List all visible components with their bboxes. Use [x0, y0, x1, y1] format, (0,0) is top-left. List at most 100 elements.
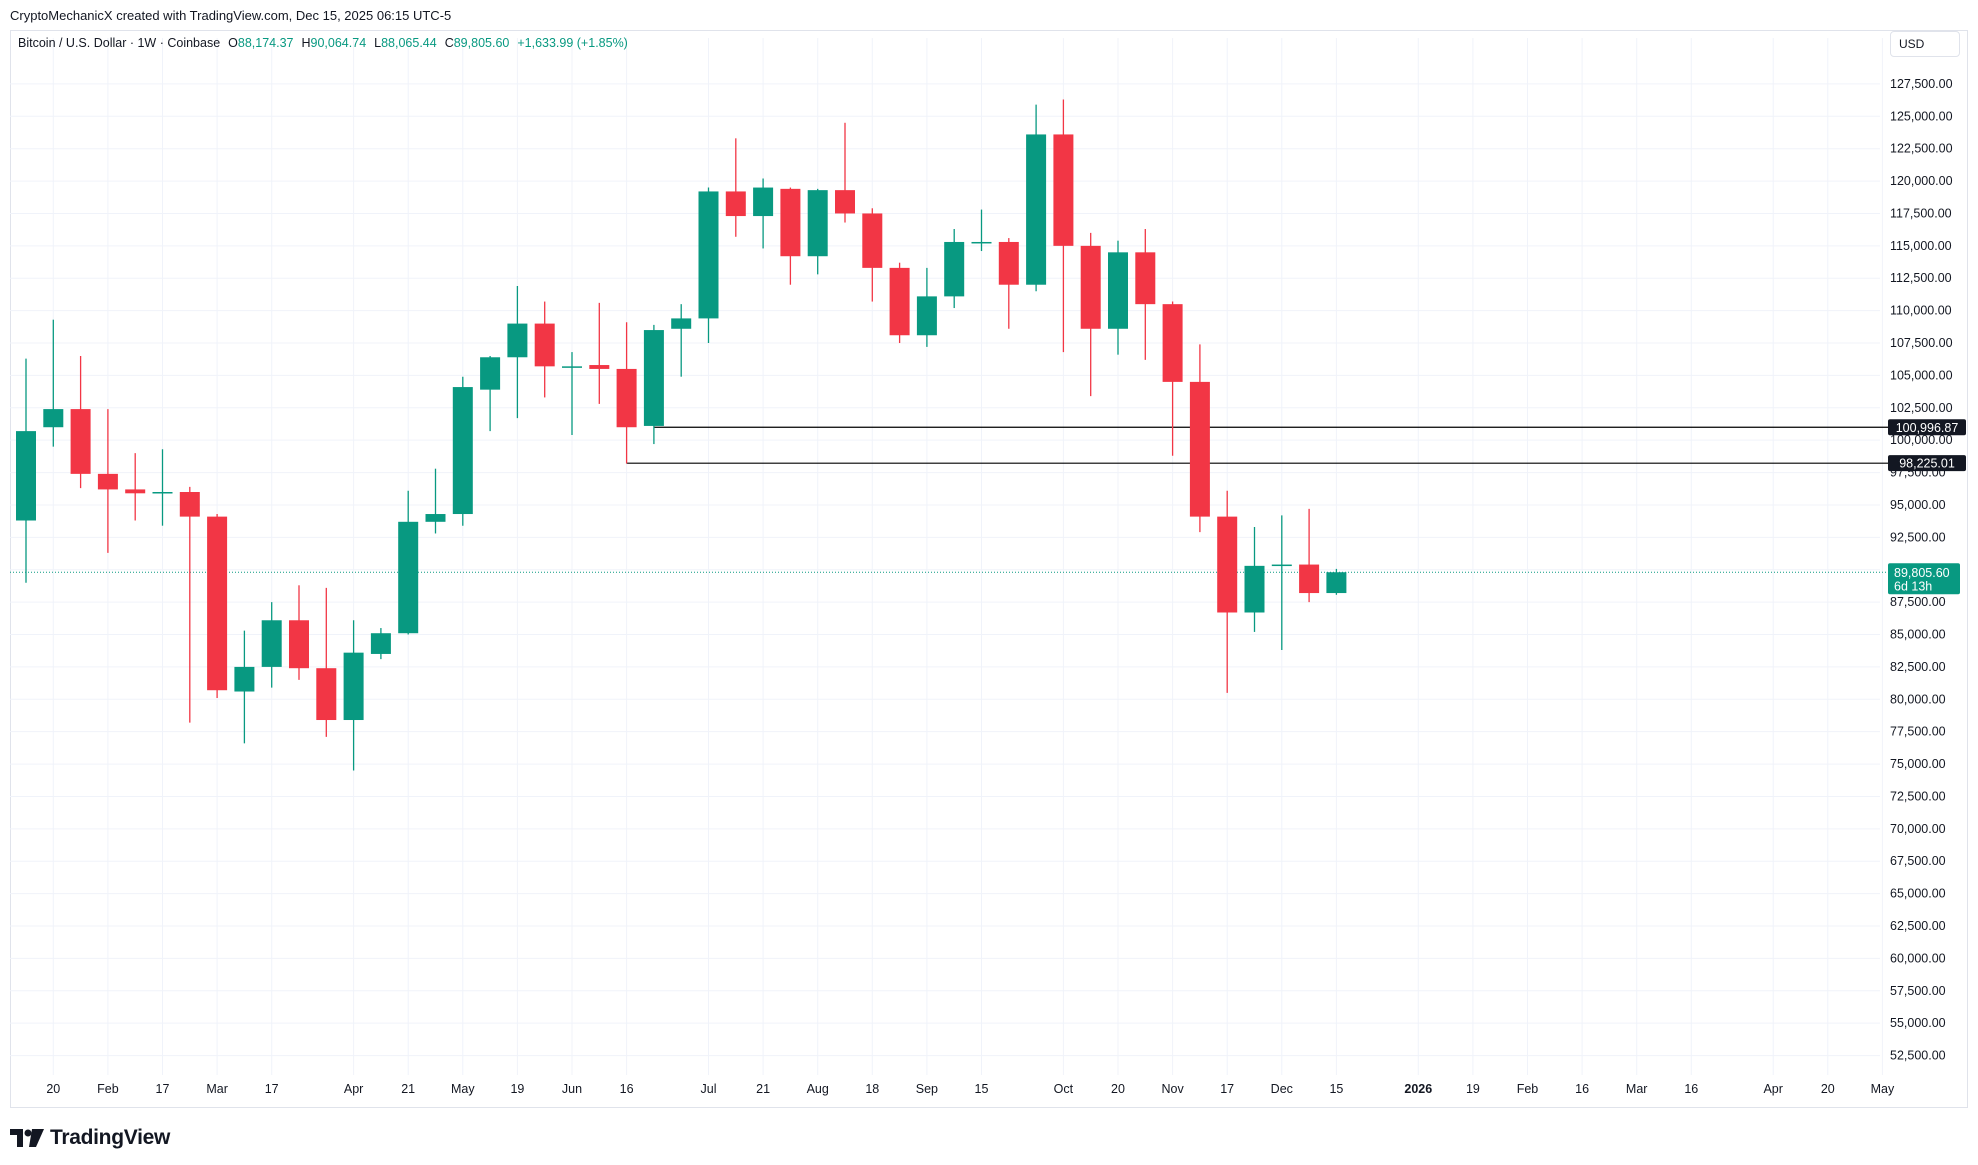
candle-body	[370, 633, 391, 654]
chart-frame	[10, 30, 1968, 1108]
tradingview-logo-icon	[10, 1129, 44, 1147]
time-tick-label: Feb	[97, 1082, 119, 1096]
candles	[16, 99, 1347, 771]
candle-up	[698, 187, 719, 344]
time-tick-label: 18	[865, 1082, 879, 1096]
time-tick-label: 16	[1575, 1082, 1589, 1096]
time-tick-label: 15	[1329, 1082, 1343, 1096]
time-tick-label: 17	[1220, 1082, 1234, 1096]
candle-body	[152, 492, 173, 494]
symbol-title[interactable]: Bitcoin / U.S. Dollar · 1W · Coinbase	[18, 36, 221, 50]
candle-down	[889, 262, 910, 344]
time-tick-label: Mar	[206, 1082, 228, 1096]
candle-up	[671, 304, 692, 377]
candle-body	[1189, 381, 1210, 517]
price-tick-label: 92,500.00	[1890, 530, 1946, 544]
candle-body	[289, 620, 309, 669]
candle-up	[1108, 240, 1128, 355]
candle-up	[507, 286, 528, 419]
currency-button[interactable]: USD	[1890, 31, 1960, 57]
candle-body	[589, 365, 610, 369]
tradingview-brand[interactable]: TradingView	[10, 1126, 170, 1150]
price-tick-label: 102,500.00	[1890, 401, 1953, 415]
candle-body	[507, 323, 528, 358]
candle-body	[1135, 252, 1156, 305]
time-tick-label: 17	[156, 1082, 170, 1096]
low-label: L	[374, 36, 382, 50]
candle-body	[671, 318, 692, 329]
price-tick-label: 57,500.00	[1890, 984, 1946, 998]
level-badge-label: 100,996.87	[1896, 421, 1959, 435]
candle-down	[289, 585, 309, 680]
level-badge-label: 98,225.01	[1899, 457, 1955, 471]
candle-body	[480, 357, 501, 390]
time-tick-label: Aug	[807, 1082, 829, 1096]
horizontal-levels	[10, 426, 1890, 573]
price-tick-label: 122,500.00	[1890, 142, 1953, 156]
price-tick-label: 125,000.00	[1890, 109, 1953, 123]
candle-up	[1244, 526, 1265, 632]
candle-up	[944, 229, 965, 309]
candle-body	[1326, 572, 1347, 594]
candle-down	[70, 355, 91, 489]
candle-body	[562, 366, 582, 368]
candle-down	[835, 122, 855, 223]
grid-lines	[10, 38, 1883, 1075]
change-value: +1,633.99 (+1.85%)	[517, 36, 628, 50]
price-tick-label: 100,000.00	[1890, 433, 1953, 447]
price-tick-label: 82,500.00	[1890, 660, 1946, 674]
candle-body	[698, 191, 719, 319]
candle-up	[234, 630, 255, 744]
close-label: C	[444, 36, 454, 50]
open-label: O	[228, 36, 238, 50]
candle-body	[43, 409, 64, 428]
time-tick-label: 17	[265, 1082, 279, 1096]
candle-body	[971, 241, 992, 244]
candle-body	[452, 387, 473, 515]
time-tick-label: Dec	[1271, 1082, 1293, 1096]
time-tick-label: Jun	[562, 1082, 582, 1096]
candle-down	[1135, 229, 1156, 360]
price-tick-label: 95,000.00	[1890, 498, 1946, 512]
time-tick-label: 21	[756, 1082, 770, 1096]
candle-body	[534, 323, 555, 367]
price-tick-label: 107,500.00	[1890, 336, 1953, 350]
candle-body	[889, 267, 910, 336]
price-tick-label: 55,000.00	[1890, 1016, 1946, 1030]
candle-down	[780, 187, 801, 285]
candle-down	[1080, 232, 1101, 397]
candle-body	[807, 190, 828, 257]
candle-up	[480, 355, 501, 432]
price-tick-label: 72,500.00	[1890, 789, 1946, 803]
price-tick-label: 60,000.00	[1890, 951, 1946, 965]
last-price-label: 89,805.60	[1894, 566, 1950, 580]
candle-up	[971, 209, 992, 252]
candle-body	[125, 489, 146, 494]
high-label: H	[301, 36, 311, 50]
candle-body	[725, 191, 746, 217]
candle-body	[234, 666, 255, 692]
time-tick-label: May	[1871, 1082, 1895, 1096]
candle-body	[1244, 565, 1265, 613]
candle-up	[562, 352, 582, 436]
time-tick-label: May	[451, 1082, 475, 1096]
candle-down	[1189, 344, 1210, 533]
candle-up	[16, 358, 36, 583]
candle-up	[261, 602, 282, 688]
candle-body	[70, 409, 91, 474]
time-tick-label: 20	[46, 1082, 60, 1096]
price-tick-label: 70,000.00	[1890, 822, 1946, 836]
candle-body	[862, 213, 883, 268]
candle-down	[589, 302, 610, 404]
time-tick-label: Feb	[1517, 1082, 1539, 1096]
candle-body	[343, 652, 364, 721]
candle-down	[534, 301, 555, 398]
time-tick-label: Mar	[1626, 1082, 1648, 1096]
candle-body	[916, 296, 937, 336]
candle-down	[1162, 301, 1183, 456]
price-tick-label: 115,000.00	[1890, 239, 1952, 253]
price-tick-label: 105,000.00	[1890, 368, 1953, 382]
close-value: 89,805.60	[453, 36, 510, 50]
